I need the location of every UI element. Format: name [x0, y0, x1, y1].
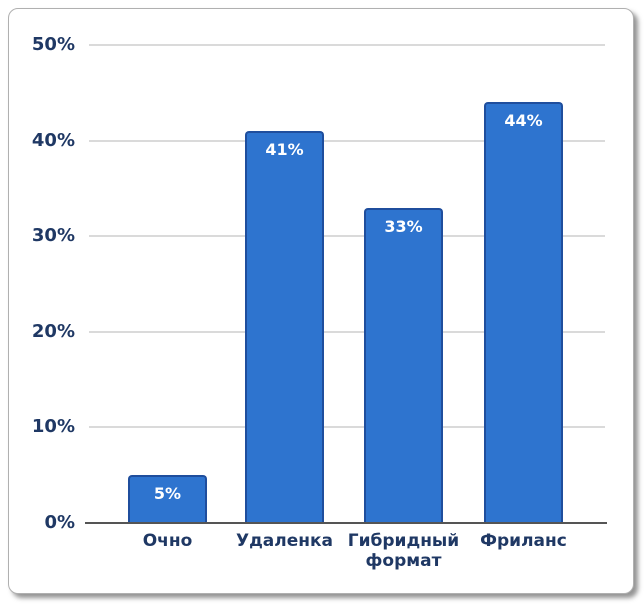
gridline — [89, 44, 605, 46]
x-tick-label: Очно — [142, 531, 193, 551]
x-tick-label: Гибридный формат — [347, 531, 460, 571]
bar: 5% — [128, 475, 207, 523]
bar-data-label: 44% — [504, 111, 543, 130]
bar: 33% — [364, 208, 443, 523]
bar: 44% — [484, 102, 563, 523]
gridline — [89, 330, 605, 333]
bar: 41% — [245, 131, 324, 523]
y-tick-label: 20% — [31, 320, 75, 342]
x-tick-label: Фриланс — [480, 531, 567, 551]
x-axis-line — [85, 522, 607, 524]
chart-card: 0% 10% 20% 30% 40% 50% 5% Очно 41% Удаленка 33% Гиб… — [8, 8, 634, 594]
plot-area: 0% 10% 20% 30% 40% 50% 5% Очно 41% Удаленка 33% Гиб… — [32, 34, 607, 571]
gridline — [89, 235, 605, 238]
y-tick-label: 0% — [44, 512, 75, 533]
y-tick-label: 10% — [31, 416, 75, 438]
bar-data-label: 41% — [265, 140, 304, 159]
x-tick-label: Удаленка — [235, 531, 334, 551]
gridline — [89, 139, 605, 142]
bar-data-label: 5% — [153, 484, 182, 503]
bar-data-label: 33% — [384, 217, 423, 236]
gridline — [89, 426, 605, 429]
y-tick-label: 50% — [31, 34, 75, 55]
y-tick-label: 30% — [31, 225, 75, 247]
y-tick-label: 40% — [31, 129, 75, 151]
